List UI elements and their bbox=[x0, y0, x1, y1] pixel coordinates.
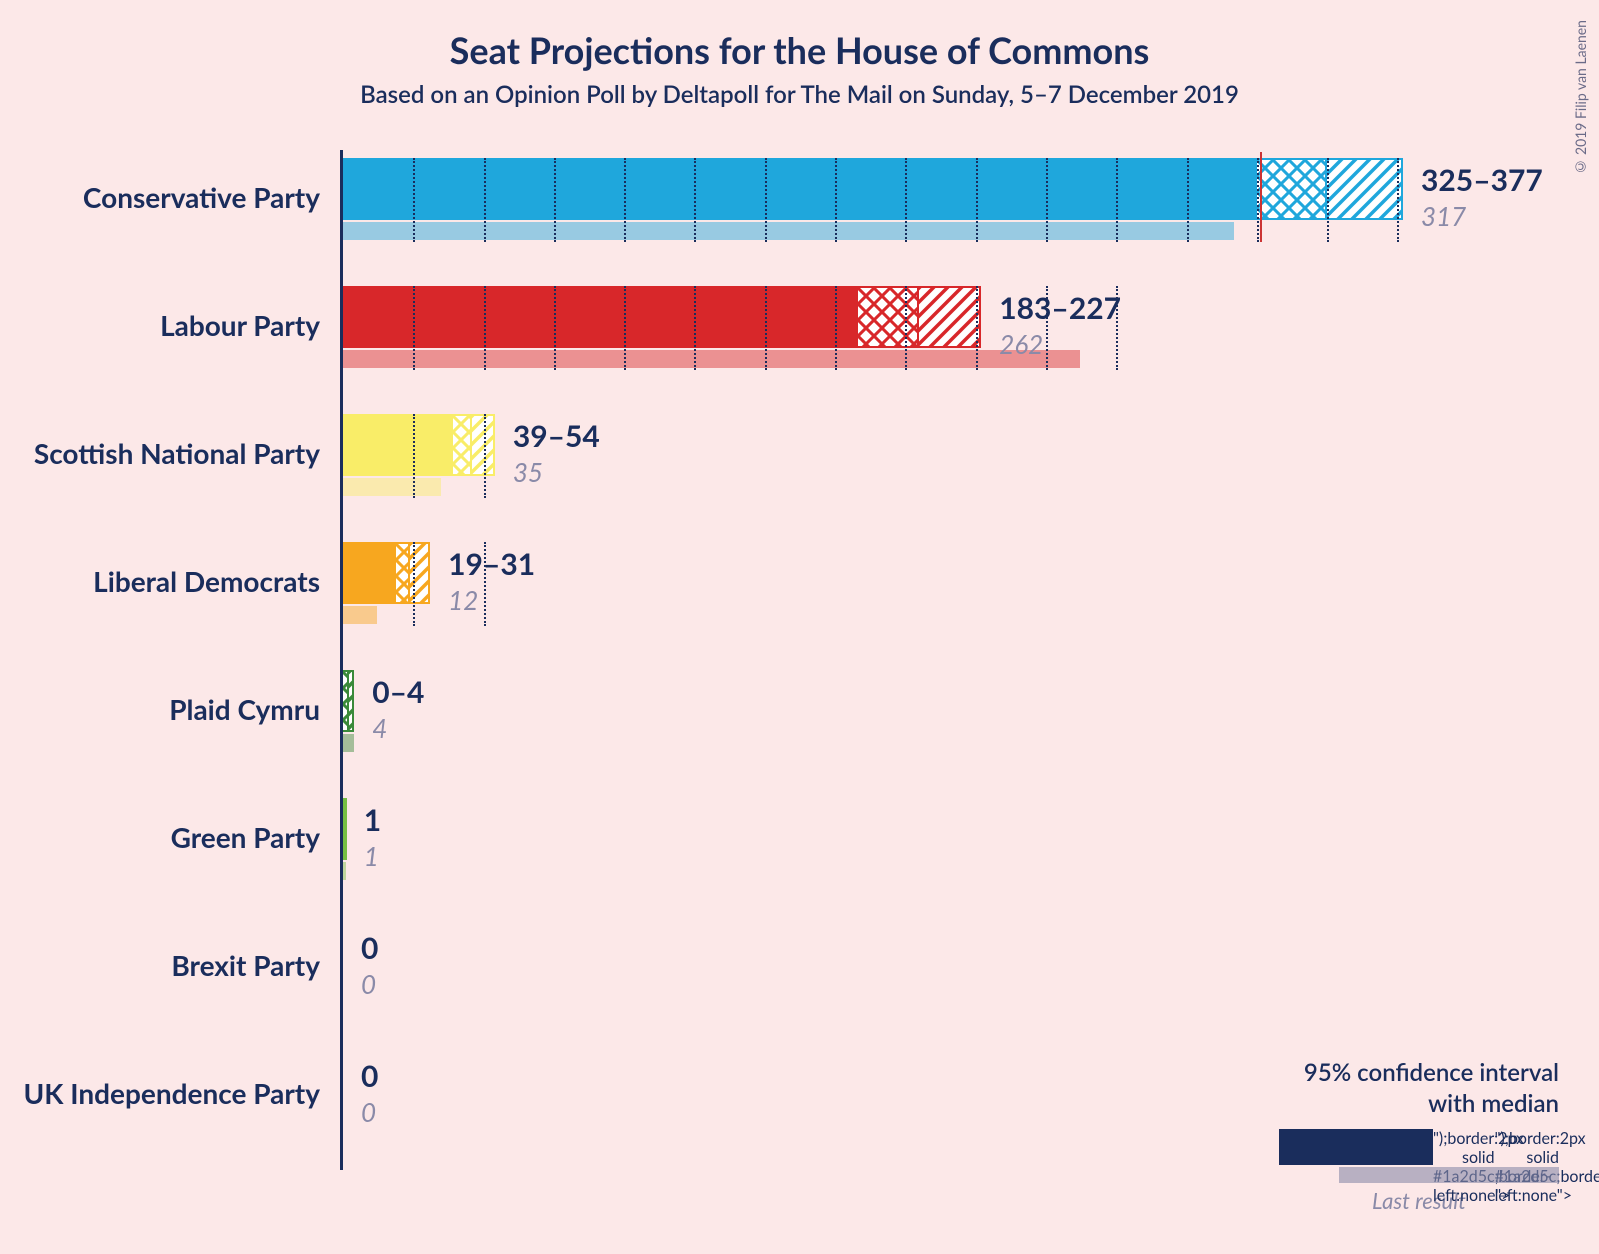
gridline bbox=[976, 158, 978, 242]
last-result-label: 317 bbox=[1421, 200, 1466, 232]
gridline bbox=[1397, 158, 1399, 242]
bar-solid bbox=[343, 414, 453, 476]
last-result-label: 4 bbox=[372, 712, 387, 744]
gridline bbox=[413, 414, 415, 498]
gridline bbox=[624, 286, 626, 370]
gridline bbox=[554, 286, 556, 370]
gridline bbox=[976, 286, 978, 370]
gridline bbox=[624, 158, 626, 242]
last-result-label: 35 bbox=[513, 456, 543, 488]
chart-subtitle: Based on an Opinion Poll by Deltapoll fo… bbox=[0, 80, 1599, 109]
bar-crosshatch bbox=[1257, 158, 1327, 220]
party-label: UK Independence Party bbox=[23, 1076, 340, 1110]
bar-diag bbox=[1327, 158, 1403, 220]
party-label: Green Party bbox=[171, 820, 340, 854]
gridline bbox=[484, 414, 486, 498]
party-row: Brexit Party00 bbox=[340, 918, 1540, 1046]
range-label: 183–227 bbox=[999, 290, 1121, 326]
gridline bbox=[1327, 158, 1329, 242]
bar-solid bbox=[343, 158, 1257, 220]
party-row: Conservative Party325–377317 bbox=[340, 150, 1540, 278]
last-result-label: 0 bbox=[361, 1096, 376, 1128]
last-result-bar bbox=[343, 222, 1234, 240]
party-label: Conservative Party bbox=[83, 180, 340, 214]
party-label: Scottish National Party bbox=[34, 436, 340, 470]
last-result-bar bbox=[343, 734, 354, 752]
range-label: 19–31 bbox=[448, 546, 535, 582]
party-label: Labour Party bbox=[160, 308, 340, 342]
last-result-label: 1 bbox=[364, 840, 379, 872]
range-label: 0–4 bbox=[372, 674, 424, 710]
bar-diag bbox=[349, 670, 355, 732]
range-label: 325–377 bbox=[1421, 162, 1543, 198]
gridline bbox=[554, 158, 556, 242]
gridline bbox=[765, 286, 767, 370]
party-row: Green Party11 bbox=[340, 790, 1540, 918]
last-result-bar bbox=[343, 478, 441, 496]
gridline bbox=[835, 158, 837, 242]
bar-solid bbox=[343, 798, 347, 860]
last-result-bar bbox=[343, 862, 346, 880]
gridline bbox=[413, 286, 415, 370]
bar-solid bbox=[343, 542, 396, 604]
party-label: Plaid Cymru bbox=[169, 692, 340, 726]
legend-diag: ");border:2px solid #1a2d5c;border-left:… bbox=[1495, 1129, 1559, 1165]
gridline bbox=[484, 158, 486, 242]
party-row: Labour Party183–227262 bbox=[340, 278, 1540, 406]
legend-bar: ");border:2px solid #1a2d5c;border-left:… bbox=[1279, 1129, 1559, 1165]
range-label: 39–54 bbox=[513, 418, 600, 454]
bar-diag bbox=[919, 286, 981, 348]
gridline bbox=[413, 542, 415, 626]
gridline bbox=[694, 286, 696, 370]
gridline bbox=[1187, 158, 1189, 242]
bar-crosshatch bbox=[396, 542, 410, 604]
range-label: 0 bbox=[361, 1058, 378, 1094]
bar-solid bbox=[343, 286, 858, 348]
gridline bbox=[484, 286, 486, 370]
gridline bbox=[1046, 158, 1048, 242]
gridline bbox=[765, 158, 767, 242]
party-row: Plaid Cymru0–44 bbox=[340, 662, 1540, 790]
bar-crosshatch bbox=[453, 414, 473, 476]
bar-crosshatch bbox=[858, 286, 920, 348]
copyright-text: © 2019 Filip van Laenen bbox=[1572, 20, 1589, 176]
legend-last-bar bbox=[1339, 1167, 1559, 1183]
last-result-label: 12 bbox=[448, 584, 478, 616]
gridline bbox=[1257, 158, 1259, 242]
range-label: 1 bbox=[364, 802, 381, 838]
party-label: Brexit Party bbox=[171, 948, 340, 982]
party-label: Liberal Democrats bbox=[93, 564, 340, 598]
gridline bbox=[835, 286, 837, 370]
party-row: Scottish National Party39–5435 bbox=[340, 406, 1540, 534]
last-result-bar bbox=[343, 350, 1080, 368]
gridline bbox=[694, 158, 696, 242]
legend-solid bbox=[1279, 1129, 1433, 1165]
gridline bbox=[905, 158, 907, 242]
legend-cross: ");border:2px solid #1a2d5c;border-left:… bbox=[1433, 1129, 1495, 1165]
last-result-bar bbox=[343, 606, 377, 624]
party-row: Liberal Democrats19–3112 bbox=[340, 534, 1540, 662]
legend: 95% confidence interval with median ");b… bbox=[1279, 1057, 1559, 1214]
gridline bbox=[905, 286, 907, 370]
legend-line2: with median bbox=[1279, 1088, 1559, 1119]
majority-line bbox=[1260, 152, 1262, 242]
last-result-label: 262 bbox=[999, 328, 1043, 360]
gridline bbox=[1116, 158, 1118, 242]
gridline bbox=[413, 158, 415, 242]
legend-line1: 95% confidence interval bbox=[1279, 1057, 1559, 1088]
range-label: 0 bbox=[361, 930, 378, 966]
last-result-label: 0 bbox=[361, 968, 376, 1000]
chart-title: Seat Projections for the House of Common… bbox=[0, 0, 1599, 72]
